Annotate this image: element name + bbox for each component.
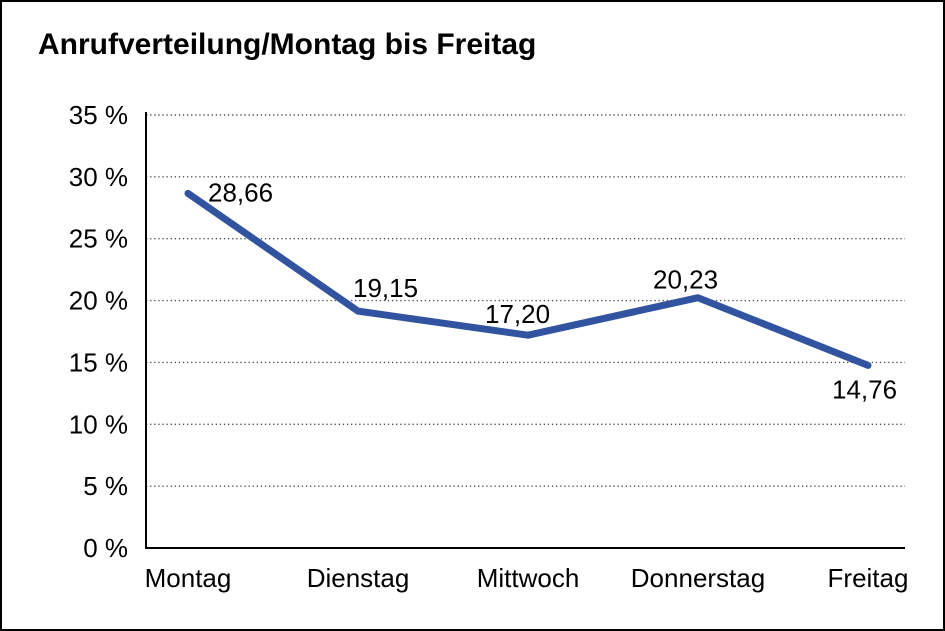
y-tick-label: 0 % [83,533,128,563]
y-tick-label: 15 % [69,347,128,377]
data-label: 19,15 [353,273,418,303]
data-label: 28,66 [208,177,273,207]
x-tick-label: Dienstag [307,563,410,593]
x-tick-label: Freitag [828,563,909,593]
data-label: 17,20 [485,299,550,329]
data-label: 20,23 [653,265,718,295]
y-tick-label: 10 % [69,409,128,439]
data-label: 14,76 [832,374,897,404]
y-tick-label: 20 % [69,286,128,316]
x-tick-label: Mittwoch [477,563,580,593]
data-line [184,189,872,369]
chart-title: Anrufverteilung/Montag bis Freitag [38,28,537,61]
y-tick-label: 5 % [83,471,128,501]
y-tick-label: 35 % [69,100,128,130]
y-tick-label: 25 % [69,224,128,254]
x-tick-label: Donnerstag [631,563,765,593]
y-tick-label: 30 % [69,162,128,192]
x-tick-label: Montag [145,563,232,593]
